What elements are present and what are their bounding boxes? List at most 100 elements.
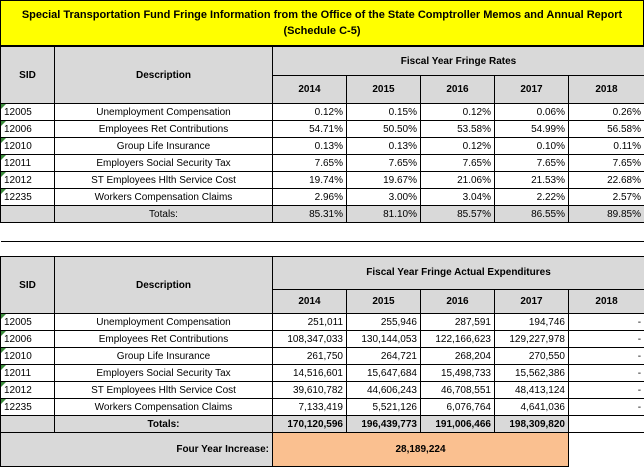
description-cell[interactable]: Employees Ret Contributions [54, 330, 273, 348]
amount-cell[interactable]: - [567, 313, 644, 331]
total-cell[interactable]: 85.57% [420, 205, 495, 223]
total-cell[interactable]: 89.85% [567, 205, 644, 223]
rate-cell[interactable]: 0.12% [420, 137, 495, 155]
amount-cell[interactable]: 48,413,124 [494, 381, 569, 399]
amount-cell[interactable]: - [567, 398, 644, 416]
rate-cell[interactable]: 0.13% [346, 137, 421, 155]
amount-cell[interactable]: 108,347,033 [272, 330, 347, 348]
amount-cell[interactable]: 251,011 [272, 313, 347, 331]
total-cell[interactable]: 170,120,596 [272, 415, 347, 433]
description-cell[interactable]: Employers Social Security Tax [54, 364, 273, 382]
rate-cell[interactable]: 0.10% [494, 137, 569, 155]
sid-cell[interactable]: 12012 [0, 171, 55, 189]
amount-cell[interactable]: 130,144,053 [346, 330, 421, 348]
rate-cell[interactable]: 7.65% [346, 154, 421, 172]
rate-cell[interactable]: 2.57% [567, 188, 644, 206]
description-cell[interactable]: Employers Social Security Tax [54, 154, 273, 172]
table-row: 12011 Employers Social Security Tax 7.65… [0, 154, 644, 172]
sid-cell[interactable]: 12012 [0, 381, 55, 399]
total-cell[interactable]: 85.31% [272, 205, 347, 223]
amount-cell[interactable]: 264,721 [346, 347, 421, 365]
total-cell[interactable]: 86.55% [494, 205, 569, 223]
amount-cell[interactable]: 15,562,386 [494, 364, 569, 382]
amount-cell[interactable]: 46,708,551 [420, 381, 495, 399]
rate-cell[interactable]: 53.58% [420, 120, 495, 138]
sid-cell[interactable]: 12006 [0, 330, 55, 348]
sid-cell[interactable]: 12005 [0, 313, 55, 331]
rate-cell[interactable]: 7.65% [567, 154, 644, 172]
total-cell[interactable] [567, 415, 644, 433]
sid-cell[interactable]: 12011 [0, 364, 55, 382]
totals-row: Totals: 170,120,596 196,439,773 191,006,… [0, 415, 644, 433]
total-cell[interactable]: 191,006,466 [420, 415, 495, 433]
sid-cell[interactable]: 12011 [0, 154, 55, 172]
rate-cell[interactable]: 0.26% [567, 103, 644, 121]
four-year-increase-value[interactable]: 28,189,224 [272, 432, 569, 467]
rate-cell[interactable]: 7.65% [494, 154, 569, 172]
four-year-increase-label: Four Year Increase: [0, 432, 273, 467]
rate-cell[interactable]: 21.53% [494, 171, 569, 189]
rate-cell[interactable]: 7.65% [420, 154, 495, 172]
amount-cell[interactable]: 44,606,243 [346, 381, 421, 399]
total-cell[interactable]: 196,439,773 [346, 415, 421, 433]
amount-cell[interactable]: 4,641,036 [494, 398, 569, 416]
sid-cell[interactable]: 12006 [0, 120, 55, 138]
description-cell[interactable]: Unemployment Compensation [54, 313, 273, 331]
rate-cell[interactable]: 22.68% [567, 171, 644, 189]
amount-cell[interactable]: 15,498,733 [420, 364, 495, 382]
rate-cell[interactable]: 54.71% [272, 120, 347, 138]
description-cell[interactable]: ST Employees Hlth Service Cost [54, 171, 273, 189]
description-cell[interactable]: Employees Ret Contributions [54, 120, 273, 138]
rate-cell[interactable]: 19.74% [272, 171, 347, 189]
amount-cell[interactable]: 39,610,782 [272, 381, 347, 399]
total-cell[interactable]: 198,309,820 [494, 415, 569, 433]
amount-cell[interactable]: 129,227,978 [494, 330, 569, 348]
amount-cell[interactable]: - [567, 347, 644, 365]
amount-cell[interactable]: 14,516,601 [272, 364, 347, 382]
amount-cell[interactable]: 261,750 [272, 347, 347, 365]
description-cell[interactable]: Unemployment Compensation [54, 103, 273, 121]
description-cell[interactable]: Workers Compensation Claims [54, 398, 273, 416]
amount-cell[interactable]: 7,133,419 [272, 398, 347, 416]
amount-cell[interactable]: 6,076,764 [420, 398, 495, 416]
description-header: Description [54, 256, 273, 314]
rate-cell[interactable]: 56.58% [567, 120, 644, 138]
sid-cell[interactable]: 12010 [0, 347, 55, 365]
amount-cell[interactable]: - [567, 381, 644, 399]
amount-cell[interactable]: 122,166,623 [420, 330, 495, 348]
rate-cell[interactable]: 50.50% [346, 120, 421, 138]
rate-cell[interactable]: 0.06% [494, 103, 569, 121]
description-cell[interactable]: Group Life Insurance [54, 347, 273, 365]
total-cell[interactable]: 81.10% [346, 205, 421, 223]
sid-cell[interactable]: 12010 [0, 137, 55, 155]
rate-cell[interactable]: 21.06% [420, 171, 495, 189]
rate-cell[interactable]: 0.13% [272, 137, 347, 155]
amount-cell[interactable]: 255,946 [346, 313, 421, 331]
description-cell[interactable]: Workers Compensation Claims [54, 188, 273, 206]
rate-cell[interactable]: 19.67% [346, 171, 421, 189]
rate-cell[interactable]: 54.99% [494, 120, 569, 138]
totals-row: Totals: 85.31% 81.10% 85.57% 86.55% 89.8… [0, 205, 644, 223]
amount-cell[interactable]: 287,591 [420, 313, 495, 331]
rate-cell[interactable]: 7.65% [272, 154, 347, 172]
sid-cell[interactable]: 12005 [0, 103, 55, 121]
amount-cell[interactable]: 268,204 [420, 347, 495, 365]
amount-cell[interactable]: 270,550 [494, 347, 569, 365]
rate-cell[interactable]: 0.11% [567, 137, 644, 155]
amount-cell[interactable]: 15,647,684 [346, 364, 421, 382]
rate-cell[interactable]: 2.22% [494, 188, 569, 206]
sid-cell[interactable]: 12235 [0, 398, 55, 416]
rate-cell[interactable]: 2.96% [272, 188, 347, 206]
amount-cell[interactable]: - [567, 330, 644, 348]
amount-cell[interactable]: 5,521,126 [346, 398, 421, 416]
sid-cell[interactable]: 12235 [0, 188, 55, 206]
amount-cell[interactable]: - [567, 364, 644, 382]
rate-cell[interactable]: 3.00% [346, 188, 421, 206]
description-cell[interactable]: Group Life Insurance [54, 137, 273, 155]
rate-cell[interactable]: 0.15% [346, 103, 421, 121]
amount-cell[interactable]: 194,746 [494, 313, 569, 331]
rate-cell[interactable]: 0.12% [420, 103, 495, 121]
rate-cell[interactable]: 0.12% [272, 103, 347, 121]
rate-cell[interactable]: 3.04% [420, 188, 495, 206]
description-cell[interactable]: ST Employees Hlth Service Cost [54, 381, 273, 399]
